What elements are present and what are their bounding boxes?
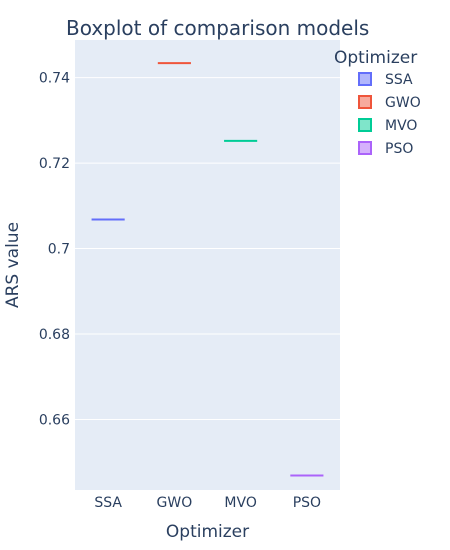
y-tick-label: 0.74 <box>39 71 70 87</box>
y-axis-ticks: 0.66 0.68 0.7 0.72 0.74 <box>39 71 70 429</box>
x-axis-ticks: SSA GWO MVO PSO <box>94 495 321 511</box>
legend-item-gwo[interactable]: GWO <box>358 95 421 111</box>
gridlines <box>75 77 340 420</box>
legend-item-pso[interactable]: PSO <box>358 141 413 157</box>
x-tick-label: PSO <box>293 495 321 511</box>
legend-swatch <box>358 95 372 109</box>
y-tick-label: 0.7 <box>48 242 70 258</box>
y-tick-label: 0.66 <box>39 412 70 428</box>
x-axis-title: Optimizer <box>166 522 249 542</box>
box-series <box>91 62 324 477</box>
x-tick-label: MVO <box>224 495 256 511</box>
x-tick-label: GWO <box>157 495 193 511</box>
y-tick-label: 0.72 <box>39 156 70 172</box>
legend-label: PSO <box>385 141 413 157</box>
legend[interactable]: SSA GWO MVO PSO <box>358 72 421 157</box>
legend-item-mvo[interactable]: MVO <box>358 118 417 134</box>
legend-item-ssa[interactable]: SSA <box>358 72 413 88</box>
legend-swatch <box>358 141 372 155</box>
legend-title: Optimizer <box>334 48 417 68</box>
legend-swatch <box>358 72 372 86</box>
legend-label: GWO <box>385 95 421 111</box>
y-tick-label: 0.68 <box>39 327 70 343</box>
legend-label: MVO <box>385 118 417 134</box>
legend-swatch <box>358 118 372 132</box>
x-tick-label: SSA <box>94 495 122 511</box>
plot-area <box>75 40 340 490</box>
y-axis-title: ARS value <box>3 222 23 308</box>
chart-title: Boxplot of comparison models <box>66 16 369 40</box>
legend-label: SSA <box>385 72 413 88</box>
